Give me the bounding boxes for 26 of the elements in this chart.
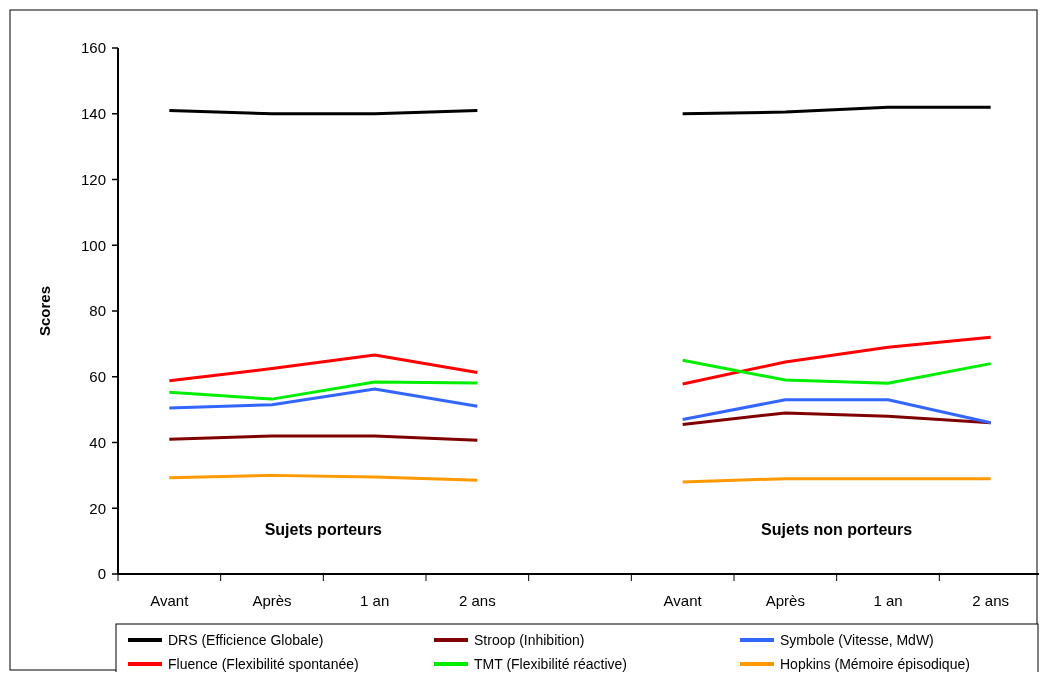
y-tick-label: 80	[89, 302, 106, 320]
y-tick-label: 120	[80, 170, 106, 188]
annotation: Sujets porteurs	[264, 521, 383, 538]
x-tick-label: Après	[252, 592, 292, 609]
x-tick-label: 1 an	[873, 592, 903, 609]
y-tick-label: 160	[80, 39, 106, 57]
y-tick-label: 40	[89, 433, 106, 451]
x-tick-label: Avant	[663, 592, 703, 609]
x-tick-label: 2 ans	[972, 592, 1010, 609]
x-tick-label: 2 ans	[458, 592, 496, 609]
legend-label: TMT (Flexibilité réactive)	[474, 655, 627, 672]
y-tick-label: 0	[97, 565, 106, 583]
annotation: Sujets non porteurs	[761, 521, 913, 538]
x-tick-label: Avant	[150, 592, 190, 609]
legend-label: DRS (Efficience Globale)	[168, 631, 324, 648]
y-axis-title: Scores	[36, 285, 53, 337]
y-tick-label: 140	[80, 105, 106, 122]
legend-label: Stroop (Inhibition)	[474, 631, 585, 648]
legend-label: Fluence (Flexibilité spontanée)	[168, 655, 359, 672]
x-tick-label: Après	[765, 592, 805, 609]
legend-label: Symbole (Vitesse, MdW)	[780, 631, 934, 648]
legend-label: Hopkins (Mémoire épisodique)	[780, 655, 970, 672]
y-tick-label: 20	[89, 499, 106, 517]
y-tick-label: 60	[89, 368, 106, 385]
x-tick-label: 1 an	[360, 592, 390, 609]
y-tick-label: 100	[80, 236, 106, 254]
